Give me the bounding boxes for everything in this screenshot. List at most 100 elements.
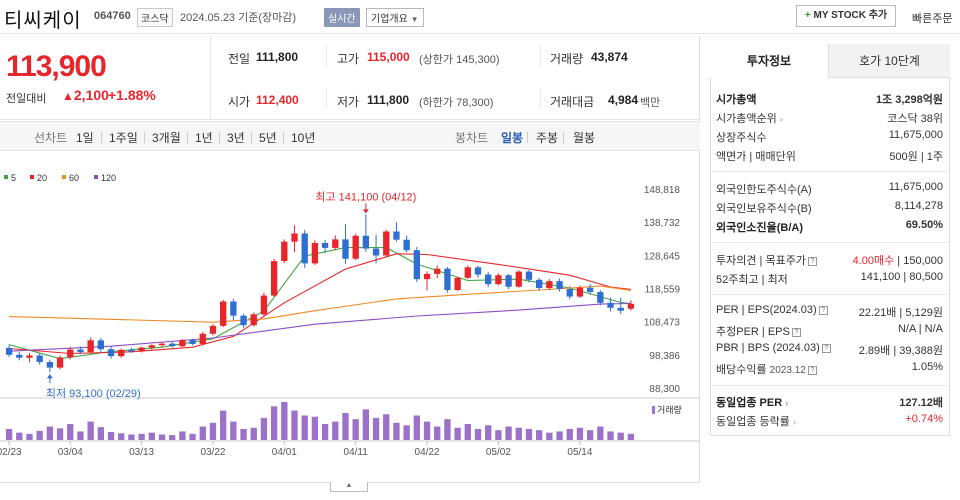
x-tick-label: 05/14 bbox=[567, 447, 592, 458]
stock-chart[interactable]: 5 20 60 120 148,818 138,732 128,645 118,559 108,… bbox=[0, 152, 700, 492]
volume-legend-label: 거래량 bbox=[657, 404, 682, 415]
help-icon[interactable]: ? bbox=[791, 327, 801, 337]
candle-body bbox=[179, 339, 186, 347]
legend-label: 60 bbox=[69, 173, 79, 183]
x-tick-label: 04/11 bbox=[344, 447, 369, 458]
volume-bar bbox=[403, 425, 410, 440]
period-3y[interactable]: 3년 bbox=[227, 131, 245, 145]
candle-body bbox=[118, 349, 125, 357]
divider bbox=[540, 88, 541, 108]
volume-bar bbox=[281, 402, 288, 440]
volume-bar bbox=[352, 419, 359, 440]
volume-bar bbox=[67, 424, 74, 440]
divider bbox=[101, 132, 102, 143]
per-row[interactable]: PER | EPS(2024.03)? bbox=[716, 304, 828, 316]
period-5y[interactable]: 5년 bbox=[259, 131, 277, 145]
high-label: 고가 bbox=[337, 52, 360, 66]
legend-label: 120 bbox=[101, 173, 116, 183]
period-3m[interactable]: 3개월 bbox=[152, 131, 181, 145]
volume-legend-swatch bbox=[652, 406, 655, 414]
period-10y[interactable]: 10년 bbox=[291, 131, 316, 145]
divider bbox=[326, 46, 327, 66]
volume-bar bbox=[5, 428, 13, 440]
candle-body bbox=[485, 274, 492, 285]
volume-bar bbox=[383, 414, 390, 440]
candle-body bbox=[444, 268, 451, 291]
y-tick-label: 98,386 bbox=[649, 351, 680, 362]
est-per-row[interactable]: 추정PER | EPS? bbox=[716, 323, 801, 339]
company-overview-label: 기업개요 bbox=[371, 14, 408, 25]
volume-bar bbox=[556, 431, 563, 440]
candle-body bbox=[423, 273, 431, 280]
candle-body bbox=[576, 287, 584, 297]
candle-body bbox=[556, 281, 563, 290]
candle-monthly[interactable]: 월봉 bbox=[573, 131, 596, 145]
divider bbox=[187, 132, 188, 143]
volume-bar bbox=[169, 435, 176, 440]
quick-order-link[interactable]: 빠른주문 bbox=[912, 13, 953, 25]
volume-bar bbox=[97, 427, 104, 440]
high-value: 115,000 bbox=[367, 50, 410, 64]
prev-close-value: 111,800 bbox=[256, 50, 299, 64]
help-icon[interactable]: ? bbox=[807, 365, 817, 375]
my-stock-add-button[interactable]: + MY STOCK 추가 bbox=[796, 5, 896, 27]
sector-per-row[interactable]: 동일업종 PER › bbox=[716, 394, 788, 410]
chevron-up-icon: ▲ bbox=[345, 482, 353, 489]
company-overview-dropdown[interactable]: 기업개요 ▼ bbox=[366, 8, 424, 27]
current-price: 113,900 bbox=[6, 50, 107, 83]
divider bbox=[219, 132, 220, 143]
divider bbox=[283, 132, 284, 143]
chart-area-border bbox=[699, 36, 700, 482]
volume-bar bbox=[148, 432, 155, 440]
realtime-button[interactable]: 실시간 bbox=[324, 8, 360, 27]
legend-label: 5 bbox=[11, 173, 16, 183]
volume-bar bbox=[617, 432, 624, 440]
sector-rate-row[interactable]: 동일업종 등락률 › bbox=[716, 413, 796, 429]
candle-weekly[interactable]: 주봉 bbox=[536, 131, 559, 145]
candle-daily[interactable]: 일봉 bbox=[501, 131, 524, 145]
period-1y[interactable]: 1년 bbox=[195, 131, 213, 145]
pbr-label: PBR | BPS (2024.03) bbox=[716, 342, 820, 354]
foreign-ratio-label: 외국인소진율(B/A) bbox=[716, 222, 803, 234]
volume-value: 43,874 bbox=[591, 50, 628, 64]
volume-bar bbox=[321, 424, 329, 440]
volume-bar bbox=[434, 426, 441, 440]
volume-bar bbox=[505, 426, 512, 440]
dividend-row[interactable]: 배당수익률 2023.12? bbox=[716, 361, 817, 377]
tab-order-book[interactable]: 호가 10단계 bbox=[829, 44, 950, 78]
period-1d[interactable]: 1일 bbox=[76, 131, 94, 145]
volume-bar bbox=[240, 428, 247, 440]
x-tick-label: 03/04 bbox=[58, 447, 83, 458]
volume-bar bbox=[158, 434, 166, 440]
chevron-right-icon: › bbox=[779, 114, 783, 124]
candle-body bbox=[138, 347, 145, 352]
pbr-row[interactable]: PBR | BPS (2024.03)? bbox=[716, 342, 831, 354]
opinion-row[interactable]: 투자의견 | 목표주가? bbox=[716, 252, 817, 268]
opinion-value: 4.00매수 bbox=[852, 255, 895, 267]
change-amount: 2,100 bbox=[73, 87, 109, 103]
candle-body bbox=[434, 268, 441, 274]
candle-body bbox=[464, 267, 471, 278]
volume-bar bbox=[474, 428, 482, 440]
period-1w[interactable]: 1주일 bbox=[109, 131, 138, 145]
help-icon[interactable]: ? bbox=[821, 343, 831, 353]
candle-body bbox=[597, 291, 604, 303]
volume-bar bbox=[576, 427, 584, 440]
volume-bar bbox=[209, 422, 217, 440]
divider bbox=[144, 132, 145, 143]
candle-body bbox=[26, 355, 33, 358]
collapse-toggle-button[interactable]: ▲ bbox=[330, 482, 368, 492]
volume-bar bbox=[250, 427, 257, 440]
candle-body bbox=[566, 289, 573, 297]
chevron-right-icon: › bbox=[792, 417, 796, 427]
volume-bar bbox=[566, 428, 573, 440]
candle-body bbox=[36, 355, 43, 363]
stock-header: 티씨케이 064760 코스닥 2024.05.23 기준(장마감) 실시간 기… bbox=[0, 0, 960, 34]
help-icon[interactable]: ? bbox=[818, 305, 828, 315]
candle-body bbox=[413, 250, 420, 280]
help-icon[interactable]: ? bbox=[807, 256, 817, 266]
volume-bar bbox=[311, 416, 319, 440]
sector-rate-label: 동일업종 등락률 bbox=[716, 416, 790, 428]
cap-rank-row[interactable]: 시가총액순위 › bbox=[716, 110, 783, 126]
tab-investment-info[interactable]: 투자정보 bbox=[710, 44, 829, 78]
